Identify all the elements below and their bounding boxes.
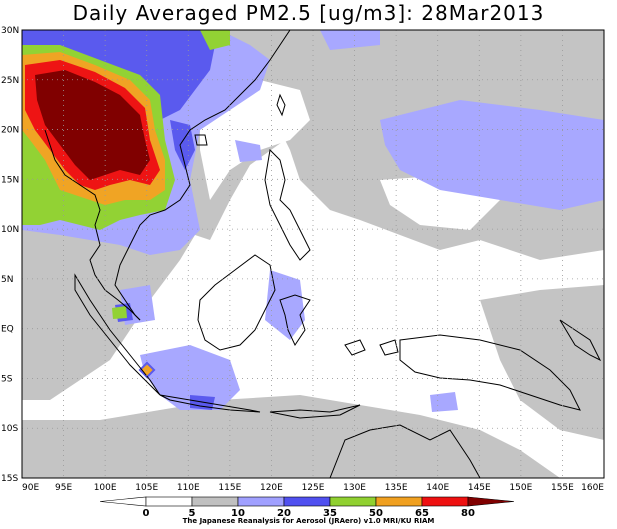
lon-tick-label: 145E xyxy=(468,483,491,493)
colorbar-label: 50 xyxy=(369,508,383,519)
lon-tick-label: 160E xyxy=(581,483,604,493)
lon-tick-label: 95E xyxy=(55,483,72,493)
colorbar-label: 35 xyxy=(323,508,337,519)
colorbar-segment xyxy=(283,496,331,507)
lon-tick-label: 115E xyxy=(218,483,241,493)
lat-tick-label: 5S xyxy=(1,374,13,384)
colorbar-segment xyxy=(421,496,469,507)
lon-tick-label: 120E xyxy=(260,483,283,493)
lon-tick-label: 125E xyxy=(302,483,325,493)
colorbar: 0 5 10 20 35 50 65 80 xyxy=(99,496,515,519)
colorbar-label: 80 xyxy=(461,508,475,519)
lat-tick-label: EQ xyxy=(1,325,14,335)
lon-tick-label: 155E xyxy=(551,483,574,493)
longitude-labels: 90E 95E 100E 105E 110E 115E 120E 125E 130E 135E 14… xyxy=(22,483,604,493)
map-title: Daily Averaged PM2.5 [ug/m3]: 28Mar2013 xyxy=(72,1,545,25)
lat-tick-label: 20N xyxy=(1,126,19,136)
lat-tick-label: 25N xyxy=(1,76,19,86)
lon-tick-label: 150E xyxy=(509,483,532,493)
colorbar-label: 0 xyxy=(143,508,150,519)
colorbar-label: 10 xyxy=(231,508,245,519)
lon-tick-label: 135E xyxy=(385,483,408,493)
lon-tick-label: 100E xyxy=(94,483,117,493)
grid-lines xyxy=(22,30,604,478)
plot-frame xyxy=(21,29,605,479)
lat-tick-label: 10S xyxy=(1,424,18,434)
lon-tick-label: 110E xyxy=(177,483,200,493)
lat-tick-label: 15S xyxy=(1,474,18,484)
colorbar-segment xyxy=(191,496,239,507)
colorbar-segment xyxy=(467,496,515,507)
colorbar-label: 65 xyxy=(415,508,429,519)
lat-tick-label: 10N xyxy=(1,225,19,235)
colorbar-segment xyxy=(145,496,193,507)
lat-tick-label: 30N xyxy=(1,26,19,36)
concentration-field xyxy=(22,30,604,478)
lat-tick-label: 5N xyxy=(1,275,13,285)
latitude-labels: 30N 25N 20N 15N 10N 5N EQ 5S 10S 15S xyxy=(1,26,19,484)
lon-tick-label: 140E xyxy=(426,483,449,493)
credit-text: The Japanese Reanalysis for Aerosol (JRA… xyxy=(182,517,435,525)
lon-tick-label: 105E xyxy=(135,483,158,493)
colorbar-label: 20 xyxy=(277,508,291,519)
coastlines xyxy=(44,30,602,478)
lon-tick-label: 90E xyxy=(22,483,39,493)
colorbar-segment xyxy=(237,496,285,507)
colorbar-segment xyxy=(329,496,377,507)
colorbar-label: 5 xyxy=(189,508,196,519)
lon-tick-label: 130E xyxy=(343,483,366,493)
colorbar-segment xyxy=(375,496,423,507)
lat-tick-label: 15N xyxy=(1,175,19,185)
colorbar-segment xyxy=(99,496,147,507)
